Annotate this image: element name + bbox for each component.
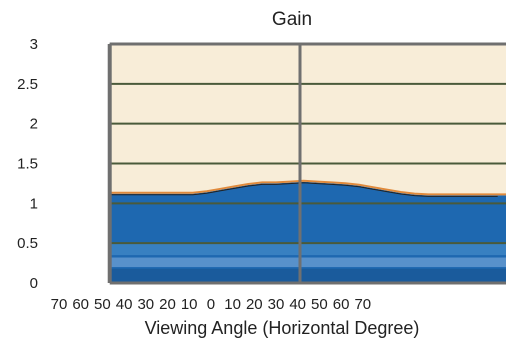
x-tick-label: 60 [333, 296, 350, 313]
y-tick-label: 0 [30, 275, 38, 292]
y-tick-label: 3 [30, 36, 38, 53]
y-axis-ticks: 0 0.5 1 1.5 2 2.5 3 [17, 36, 38, 292]
area-band-mid [109, 257, 506, 268]
x-tick-label: 50 [311, 296, 328, 313]
y-tick-label: 1 [30, 195, 38, 212]
x-tick-label: 10 [181, 296, 198, 313]
y-tick-label: 1.5 [17, 156, 38, 173]
x-tick-label: 20 [159, 296, 176, 313]
x-tick-label: 20 [246, 296, 263, 313]
x-tick-label: 30 [268, 296, 285, 313]
gain-area [109, 181, 506, 283]
area-band-bottom [109, 268, 506, 283]
x-tick-label: 40 [289, 296, 306, 313]
x-tick-label: 70 [354, 296, 371, 313]
x-tick-label: 70 [51, 296, 68, 313]
y-tick-label: 2.5 [17, 76, 38, 93]
y-tick-label: 0.5 [17, 235, 38, 252]
x-tick-label: 30 [137, 296, 154, 313]
x-tick-label: 60 [72, 296, 89, 313]
plot-area [107, 42, 506, 285]
chart-title: Gain [272, 9, 312, 30]
y-tick-label: 2 [30, 116, 38, 133]
x-tick-label: 10 [224, 296, 241, 313]
area-band-upper [109, 243, 506, 256]
gain-curve [109, 179, 506, 196]
x-tick-label: 50 [94, 296, 111, 313]
x-tick-label: 40 [116, 296, 133, 313]
gain-curve-edge [109, 182, 498, 197]
x-axis-label: Viewing Angle (Horizontal Degree) [145, 318, 420, 338]
x-tick-label: 0 [207, 296, 215, 313]
x-axis-ticks: 70 60 50 40 30 20 10 0 10 20 30 40 50 60 70 [51, 296, 371, 313]
